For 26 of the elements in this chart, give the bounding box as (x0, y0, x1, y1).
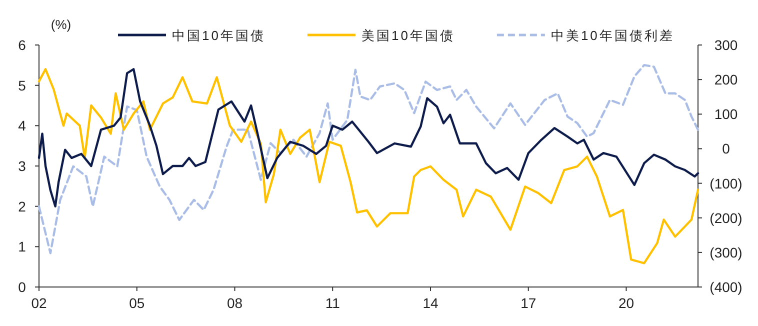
y-tick-label: 5 (18, 77, 26, 94)
x-tick-label: 17 (520, 295, 536, 311)
y2-tick-label: 300 (714, 37, 738, 53)
y-tick-label: 2 (18, 198, 26, 214)
y2-tick-label: 100 (714, 106, 738, 122)
legend-label: 中国10年国债 (172, 28, 266, 43)
y-tick-label: 4 (18, 118, 26, 134)
y2-tick-label: (300) (710, 244, 742, 260)
y2-tick-label: (100) (710, 175, 742, 192)
legend-label: 美国10年国债 (361, 28, 455, 43)
x-tick-label: 02 (31, 295, 47, 311)
y2-tick-label: 0 (722, 140, 730, 157)
y2-tick-label: (400) (710, 279, 742, 295)
y-tick-label: 3 (18, 158, 26, 174)
legend-label: 中美10年国债利差 (550, 28, 674, 43)
x-tick-label: 11 (325, 295, 340, 311)
y-axis-title: (%) (50, 17, 72, 32)
y2-tick-label: 200 (714, 72, 738, 88)
x-tick-label: 08 (226, 295, 243, 311)
x-tick-label: 05 (129, 295, 145, 311)
y2-tick-label: (200) (710, 210, 742, 226)
x-tick-label: 20 (618, 295, 634, 311)
y-tick-label: 1 (18, 238, 26, 255)
x-tick-label: 14 (422, 295, 438, 311)
y-tick-label: 6 (18, 37, 26, 53)
y-tick-label: 0 (18, 279, 26, 295)
